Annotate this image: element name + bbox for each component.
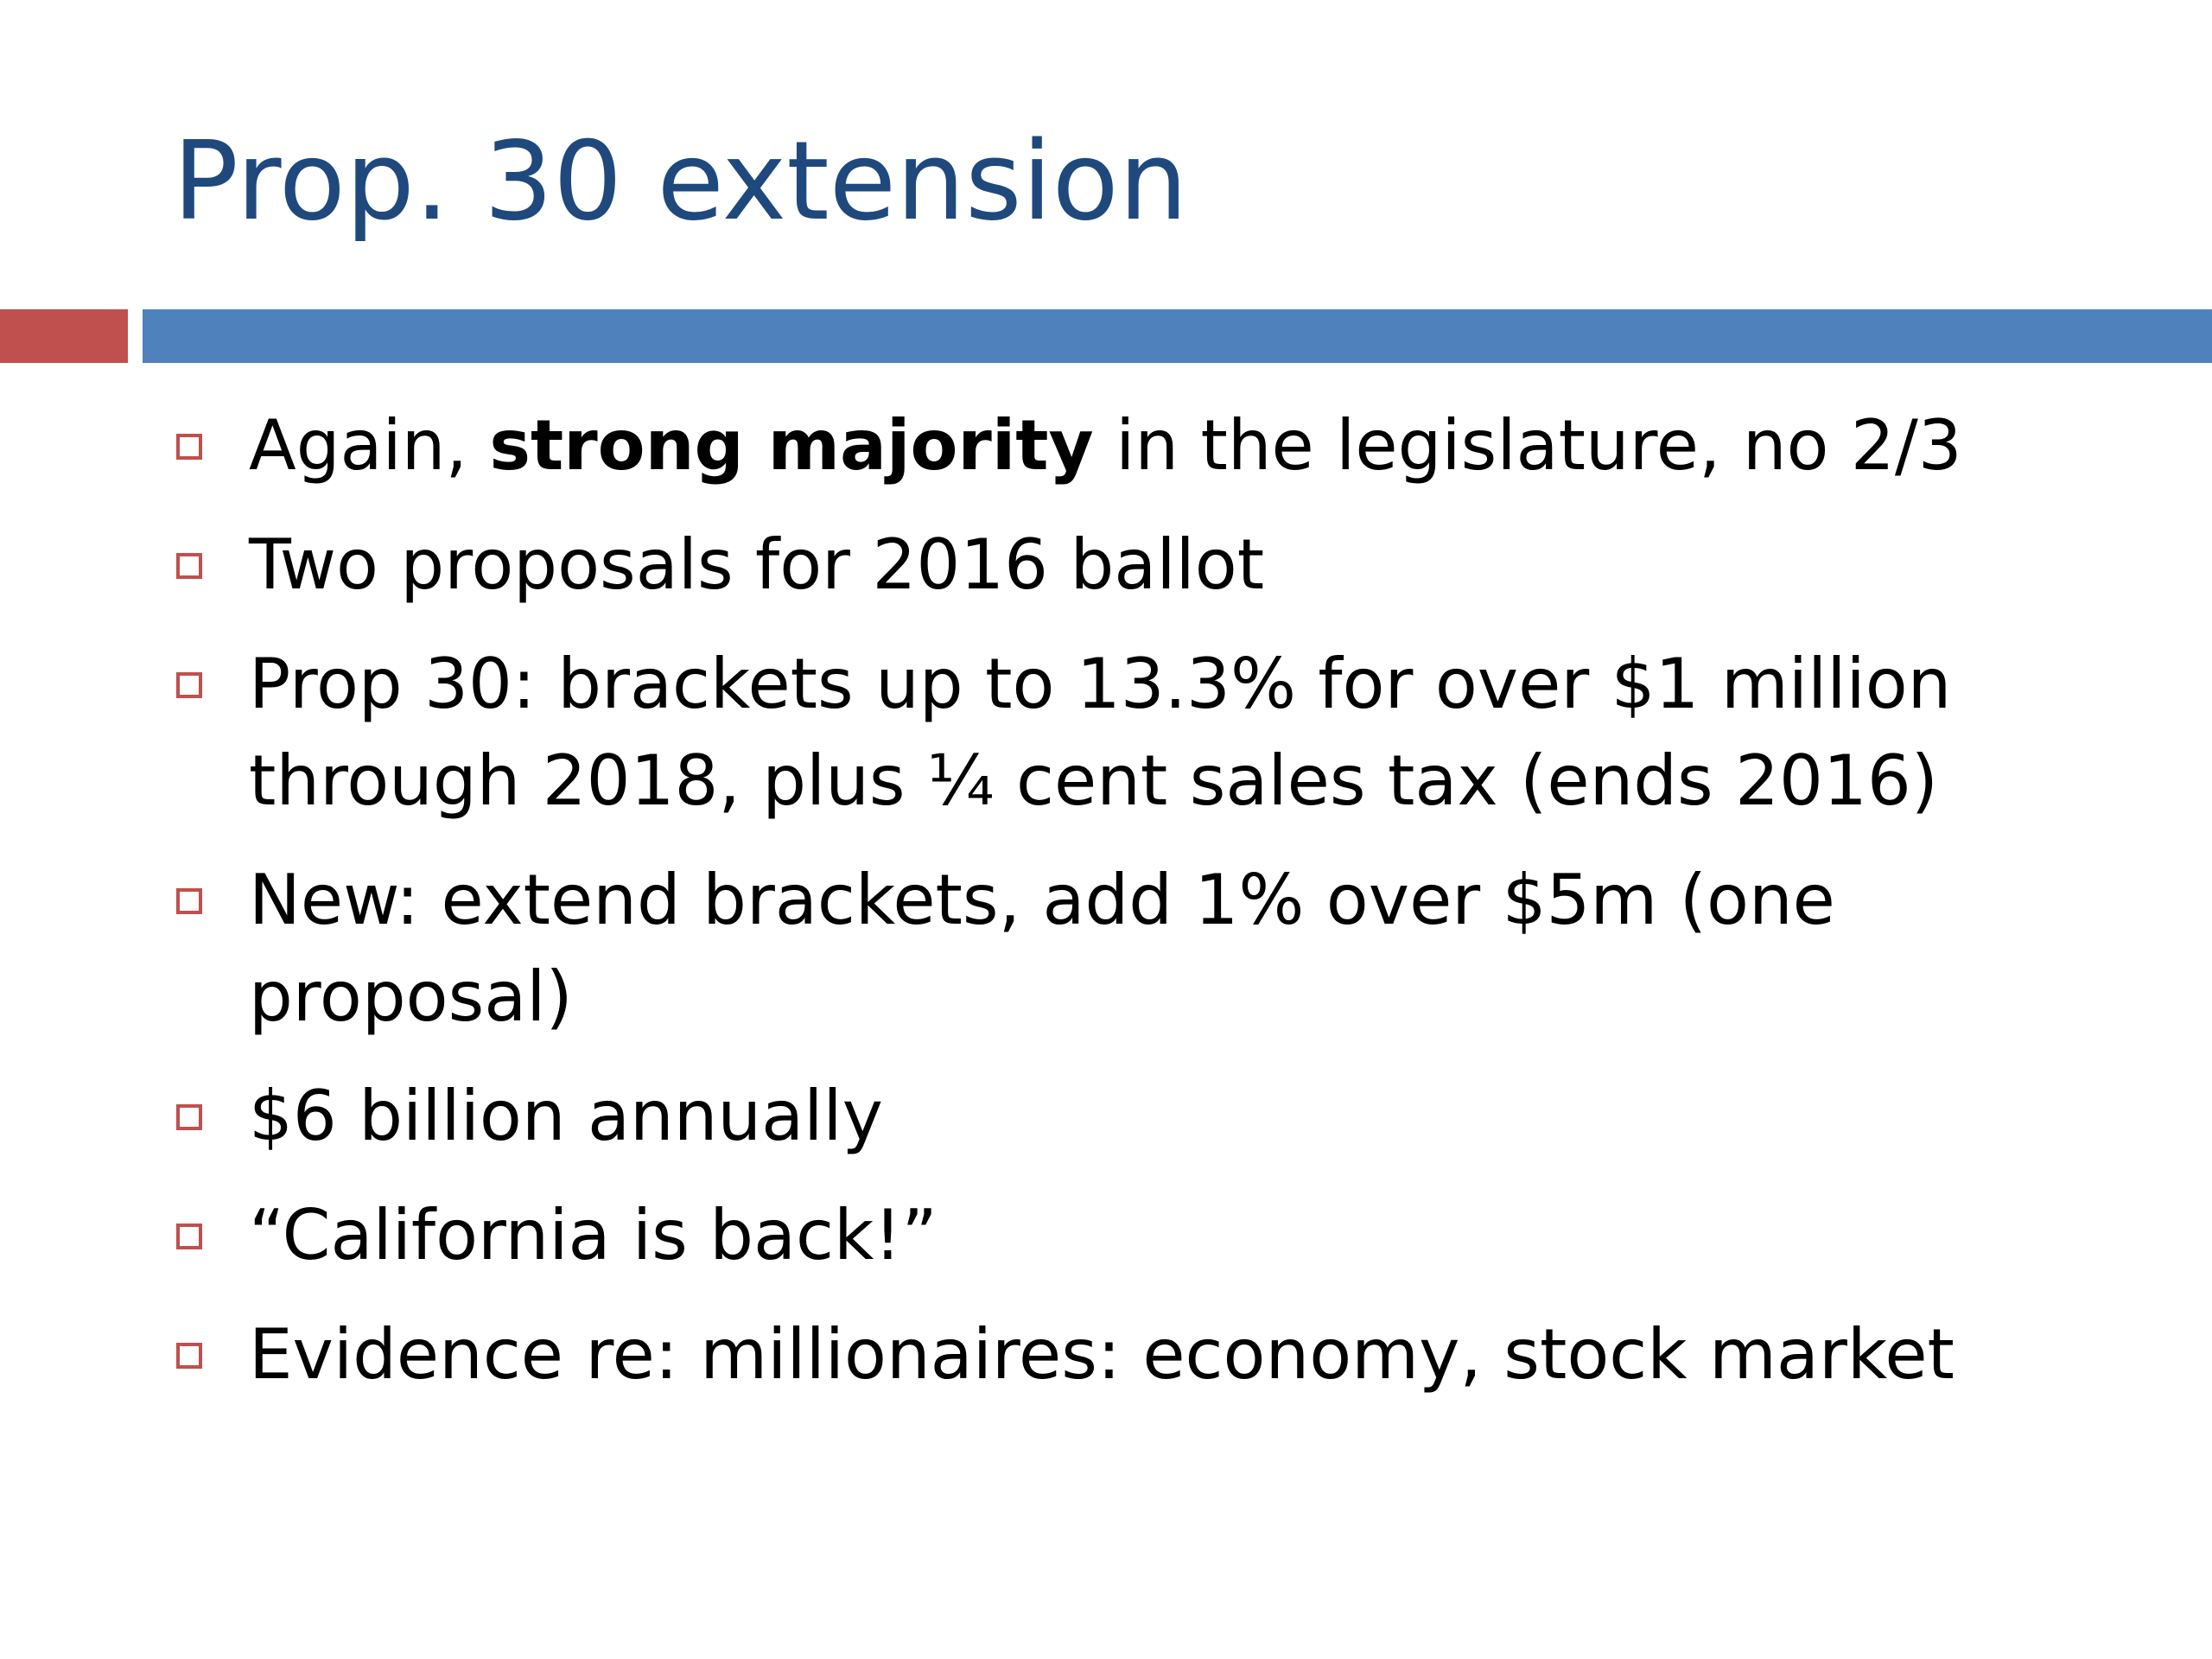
bullet-text-bold: strong majority — [489, 405, 1094, 486]
hollow-square-icon — [176, 1224, 202, 1249]
bullet-text: Again, strong majority in the legislatur… — [249, 397, 2150, 494]
bullet-list: Again, strong majority in the legislatur… — [173, 397, 2160, 1426]
hollow-square-icon — [176, 888, 202, 914]
bullet-text: Two proposals for 2016 ballot — [249, 524, 1265, 605]
hollow-square-icon — [176, 1343, 202, 1369]
title-accent-bar-blue — [143, 309, 2212, 363]
bullet-item: Again, strong majority in the legislatur… — [173, 397, 2160, 494]
bullet-text: New: extend brackets, add 1% over $5m (o… — [249, 860, 1835, 1037]
bullet-text: Evidence re: millionaires: economy, stoc… — [249, 1314, 1955, 1395]
bullet-text: Prop 30: brackets up to 13.3% for over $… — [249, 644, 1952, 821]
hollow-square-icon — [176, 672, 202, 698]
hollow-square-icon — [176, 553, 202, 579]
bullet-item: “California is back!” — [173, 1187, 2160, 1284]
bullet-text: “California is back!” — [249, 1195, 938, 1275]
bullet-item: Prop 30: brackets up to 13.3% for over $… — [173, 636, 2160, 830]
bullet-text-post: in the legislature, no 2/3 — [1093, 405, 1962, 486]
slide-title: Prop. 30 extension — [173, 118, 1188, 245]
bullet-text-pre: Again, — [249, 405, 490, 486]
title-accent-bar-red — [0, 309, 128, 363]
bullet-item: Two proposals for 2016 ballot — [173, 517, 2160, 613]
bullet-item: Evidence re: millionaires: economy, stoc… — [173, 1306, 2160, 1403]
hollow-square-icon — [176, 434, 202, 460]
bullet-text: $6 billion annually — [249, 1076, 883, 1156]
hollow-square-icon — [176, 1104, 202, 1130]
bullet-item: New: extend brackets, add 1% over $5m (o… — [173, 852, 2160, 1046]
bullet-item: $6 billion annually — [173, 1068, 2160, 1165]
